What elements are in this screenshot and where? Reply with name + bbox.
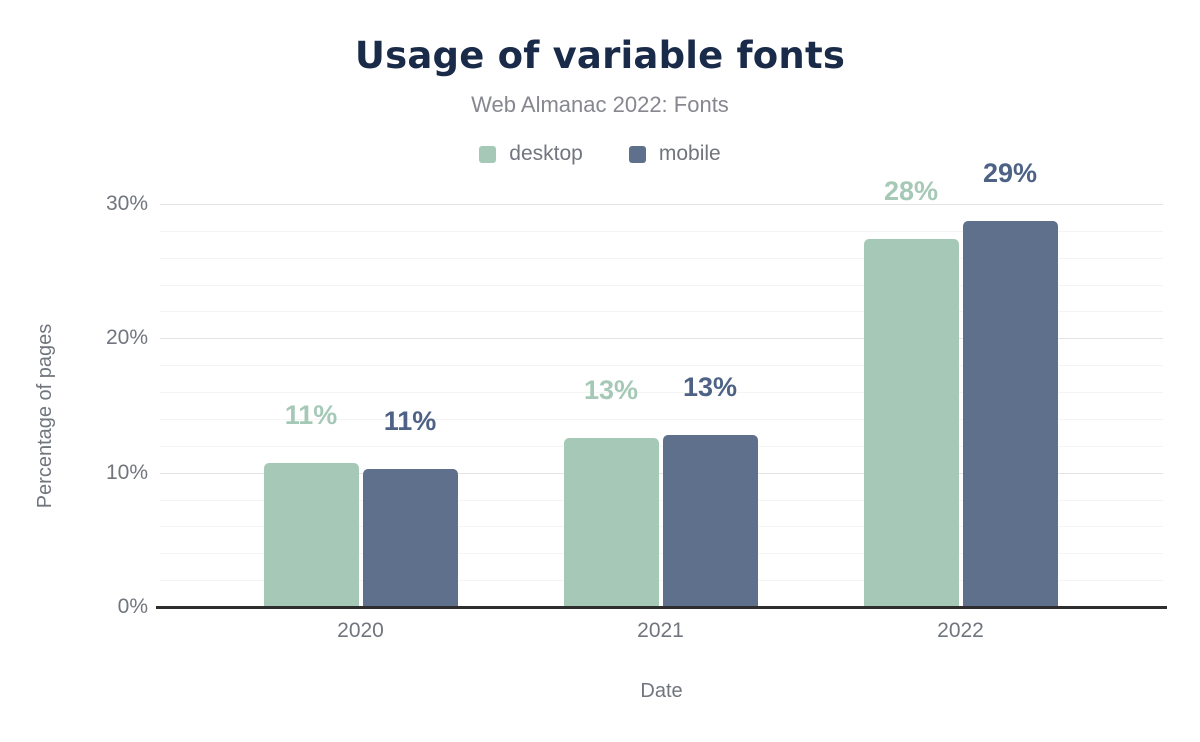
bar-mobile-2020 xyxy=(362,468,458,607)
legend-label-mobile: mobile xyxy=(658,142,721,165)
legend-swatch-desktop xyxy=(479,145,497,163)
bar-desktop-2020 xyxy=(263,463,359,607)
y-tick-label: 30% xyxy=(105,192,148,215)
y-tick-label: 20% xyxy=(105,326,148,350)
x-tick-label-2021: 2021 xyxy=(637,619,684,642)
legend-item-desktop: desktop xyxy=(479,142,583,166)
data-label-desktop-2020: 11% xyxy=(284,400,338,431)
bar-desktop-2021 xyxy=(563,437,659,607)
bar-mobile-2021 xyxy=(662,435,758,607)
chart-title: Usage of variable fonts xyxy=(354,34,846,77)
gridline-minor xyxy=(160,553,1163,555)
gridline-minor xyxy=(160,580,1163,582)
gridline-minor xyxy=(160,392,1163,394)
gridline-minor xyxy=(160,311,1163,313)
y-tick-label: 10% xyxy=(105,460,148,484)
gridline-major xyxy=(160,204,1163,205)
legend-item-mobile: mobile xyxy=(628,142,721,166)
legend: desktop mobile xyxy=(0,142,1200,166)
gridline-minor xyxy=(160,284,1163,286)
y-tick-label: 0% xyxy=(117,595,148,618)
bar-mobile-2022 xyxy=(962,221,1058,607)
gridline-minor xyxy=(160,499,1163,501)
gridline-minor xyxy=(160,418,1163,420)
x-axis-title: Date xyxy=(640,680,683,702)
x-tick-label-2022: 2022 xyxy=(937,619,984,642)
gridline-major xyxy=(160,338,1163,340)
data-label-desktop-2021: 13% xyxy=(583,374,639,405)
data-label-mobile-2022: 29% xyxy=(982,158,1038,189)
bar-desktop-2022 xyxy=(863,238,959,607)
legend-swatch-mobile xyxy=(628,145,646,163)
x-tick-label-2020: 2020 xyxy=(337,619,384,642)
gridline-major xyxy=(160,472,1163,474)
data-label-mobile-2021: 13% xyxy=(682,372,738,403)
gridline-minor xyxy=(160,365,1163,367)
chart-subtitle: Web Almanac 2022: Fonts xyxy=(471,92,729,117)
gridline-minor xyxy=(160,445,1163,447)
data-label-desktop-2022: 28% xyxy=(883,175,939,206)
legend-label-desktop: desktop xyxy=(509,142,583,165)
x-axis-line xyxy=(156,606,1167,609)
gridline-minor xyxy=(160,230,1163,232)
gridline-minor xyxy=(160,257,1163,259)
gridline-minor xyxy=(160,526,1163,528)
y-axis-title: Percentage of pages xyxy=(34,323,56,508)
data-label-mobile-2020: 11% xyxy=(383,405,437,436)
